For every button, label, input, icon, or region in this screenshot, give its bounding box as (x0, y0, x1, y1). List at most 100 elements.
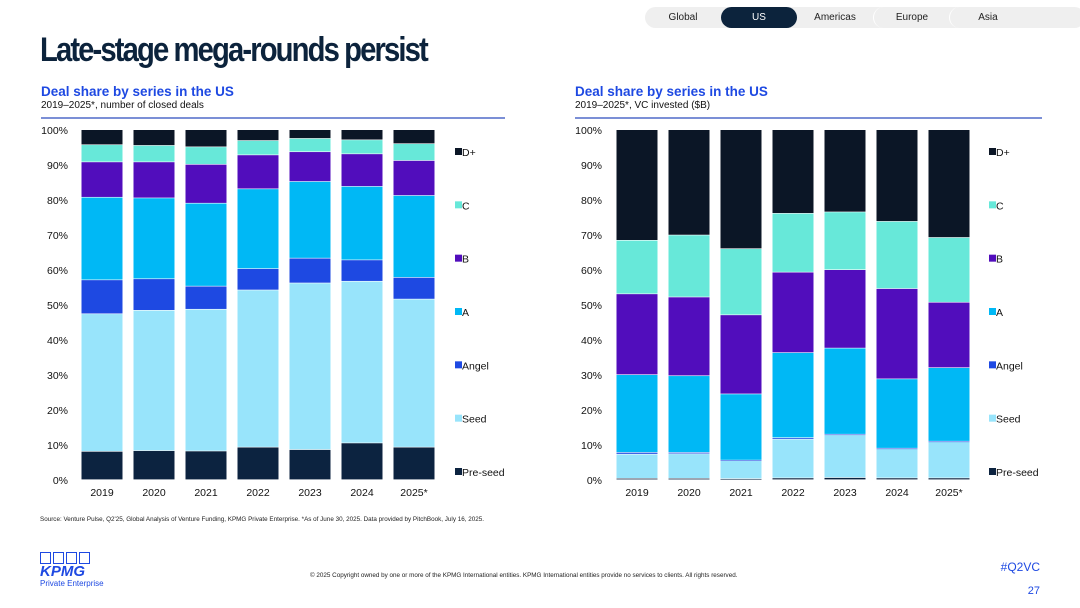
x-tick-label: 2025* (400, 487, 427, 499)
tab-europe[interactable]: Europe (873, 7, 950, 28)
y-tick-label: 80% (581, 195, 602, 207)
bar-segment-angel (341, 260, 383, 281)
legend-label: Angel (462, 360, 489, 372)
bar-segment-d- (876, 130, 918, 222)
bar-segment-d- (824, 130, 866, 212)
legend-label: Angel (996, 360, 1023, 372)
bar-segment-pre-seed (928, 478, 970, 480)
bar-segment-seed (928, 441, 970, 478)
bar-segment-c (289, 138, 331, 152)
bar-segment-a (289, 181, 331, 258)
bar-segment-c (81, 145, 123, 162)
legend-label: Pre-seed (996, 467, 1039, 479)
legend-label: B (462, 254, 469, 266)
bar-segment-a (668, 376, 710, 453)
y-tick-label: 10% (581, 440, 602, 452)
bar-segment-seed (185, 309, 227, 451)
x-tick-label: 2022 (246, 487, 270, 499)
legend-swatch (989, 308, 996, 315)
bar-segment-d- (133, 130, 175, 146)
bar-segment-b (341, 154, 383, 187)
y-tick-label: 80% (47, 195, 68, 207)
bar-segment-pre-seed (341, 443, 383, 480)
legend-swatch (989, 414, 996, 422)
bar-segment-seed (720, 460, 762, 479)
legend-label: D+ (462, 147, 476, 159)
legend-swatch (989, 201, 996, 209)
x-tick-label: 2023 (298, 487, 322, 499)
tab-americas[interactable]: Americas (814, 12, 856, 23)
bar-segment-c (824, 212, 866, 270)
x-tick-label: 2021 (729, 487, 753, 499)
legend-swatch (989, 148, 996, 155)
bar-segment-pre-seed (668, 478, 710, 480)
tab-asia[interactable]: Asia (949, 7, 1026, 28)
bar-segment-b (81, 162, 123, 197)
bar-segment-a (616, 375, 658, 453)
x-tick-label: 2024 (350, 487, 374, 499)
bar-segment-seed (393, 299, 435, 447)
x-tick-label: 2019 (90, 487, 114, 499)
bar-segment-b (720, 315, 762, 394)
bar-segment-a (824, 348, 866, 434)
bar-segment-d- (289, 130, 331, 139)
bar-segment-d- (772, 130, 814, 214)
legend-swatch (989, 254, 996, 262)
bar-segment-seed (133, 310, 175, 451)
bar-segment-d- (185, 130, 227, 147)
legend-label: Pre-seed (462, 467, 505, 479)
bar-segment-c (237, 140, 279, 155)
bar-segment-b (772, 272, 814, 353)
bar-segment-pre-seed (81, 451, 123, 480)
legend-swatch (455, 414, 462, 422)
bar-segment-a (393, 195, 435, 278)
bar-segment-pre-seed (185, 451, 227, 480)
bar-segment-angel (720, 460, 762, 461)
y-tick-label: 50% (581, 300, 602, 312)
bar-segment-pre-seed (133, 450, 175, 480)
y-tick-label: 10% (47, 440, 68, 452)
bar-segment-angel (289, 258, 331, 283)
chart-title-deals: Deal share by series in the US (41, 84, 234, 99)
bar-segment-seed (341, 281, 383, 443)
bar-segment-a (772, 352, 814, 438)
copyright: © 2025 Copyright owned by one or more of… (310, 572, 738, 579)
bar-segment-pre-seed (237, 447, 279, 480)
bar-segment-angel (133, 279, 175, 310)
bar-segment-a (928, 368, 970, 441)
bar-segment-seed (876, 448, 918, 478)
bar-segment-seed (824, 435, 866, 478)
tab-global[interactable]: Global (668, 12, 698, 23)
bar-segment-a (133, 198, 175, 279)
legend-label: C (462, 200, 470, 212)
x-tick-label: 2022 (781, 487, 805, 499)
page-title: Late-stage mega-rounds persist (40, 31, 429, 69)
bar-segment-pre-seed (289, 449, 331, 480)
chart-subtitle-invested: 2019–2025*, VC invested ($B) (575, 100, 711, 111)
hashtag: #Q2VC (1000, 560, 1040, 574)
bar-segment-d- (668, 130, 710, 235)
bar-segment-c (772, 213, 814, 272)
bar-segment-c (616, 240, 658, 294)
bar-segment-d- (81, 130, 123, 145)
y-tick-label: 100% (575, 125, 602, 137)
x-tick-label: 2023 (833, 487, 857, 499)
y-tick-label: 20% (47, 405, 68, 417)
bar-segment-b (393, 160, 435, 196)
bar-segment-angel (393, 277, 435, 299)
bar-segment-angel (824, 434, 866, 436)
bar-segment-angel (237, 268, 279, 290)
tab-us[interactable]: US (721, 7, 797, 28)
y-tick-label: 60% (581, 265, 602, 277)
legend-swatch (455, 308, 462, 315)
bar-segment-a (341, 186, 383, 260)
page-number: 27 (1027, 585, 1040, 597)
region-tabs: Global US Americas Europe Asia (645, 7, 1080, 28)
logo-subtext: Private Enterprise (40, 579, 104, 588)
x-tick-label: 2021 (194, 487, 218, 499)
bar-segment-d- (393, 130, 435, 144)
legend-label: D+ (996, 147, 1010, 159)
y-tick-label: 30% (47, 370, 68, 382)
bar-segment-pre-seed (876, 478, 918, 480)
bar-segment-b (133, 162, 175, 198)
